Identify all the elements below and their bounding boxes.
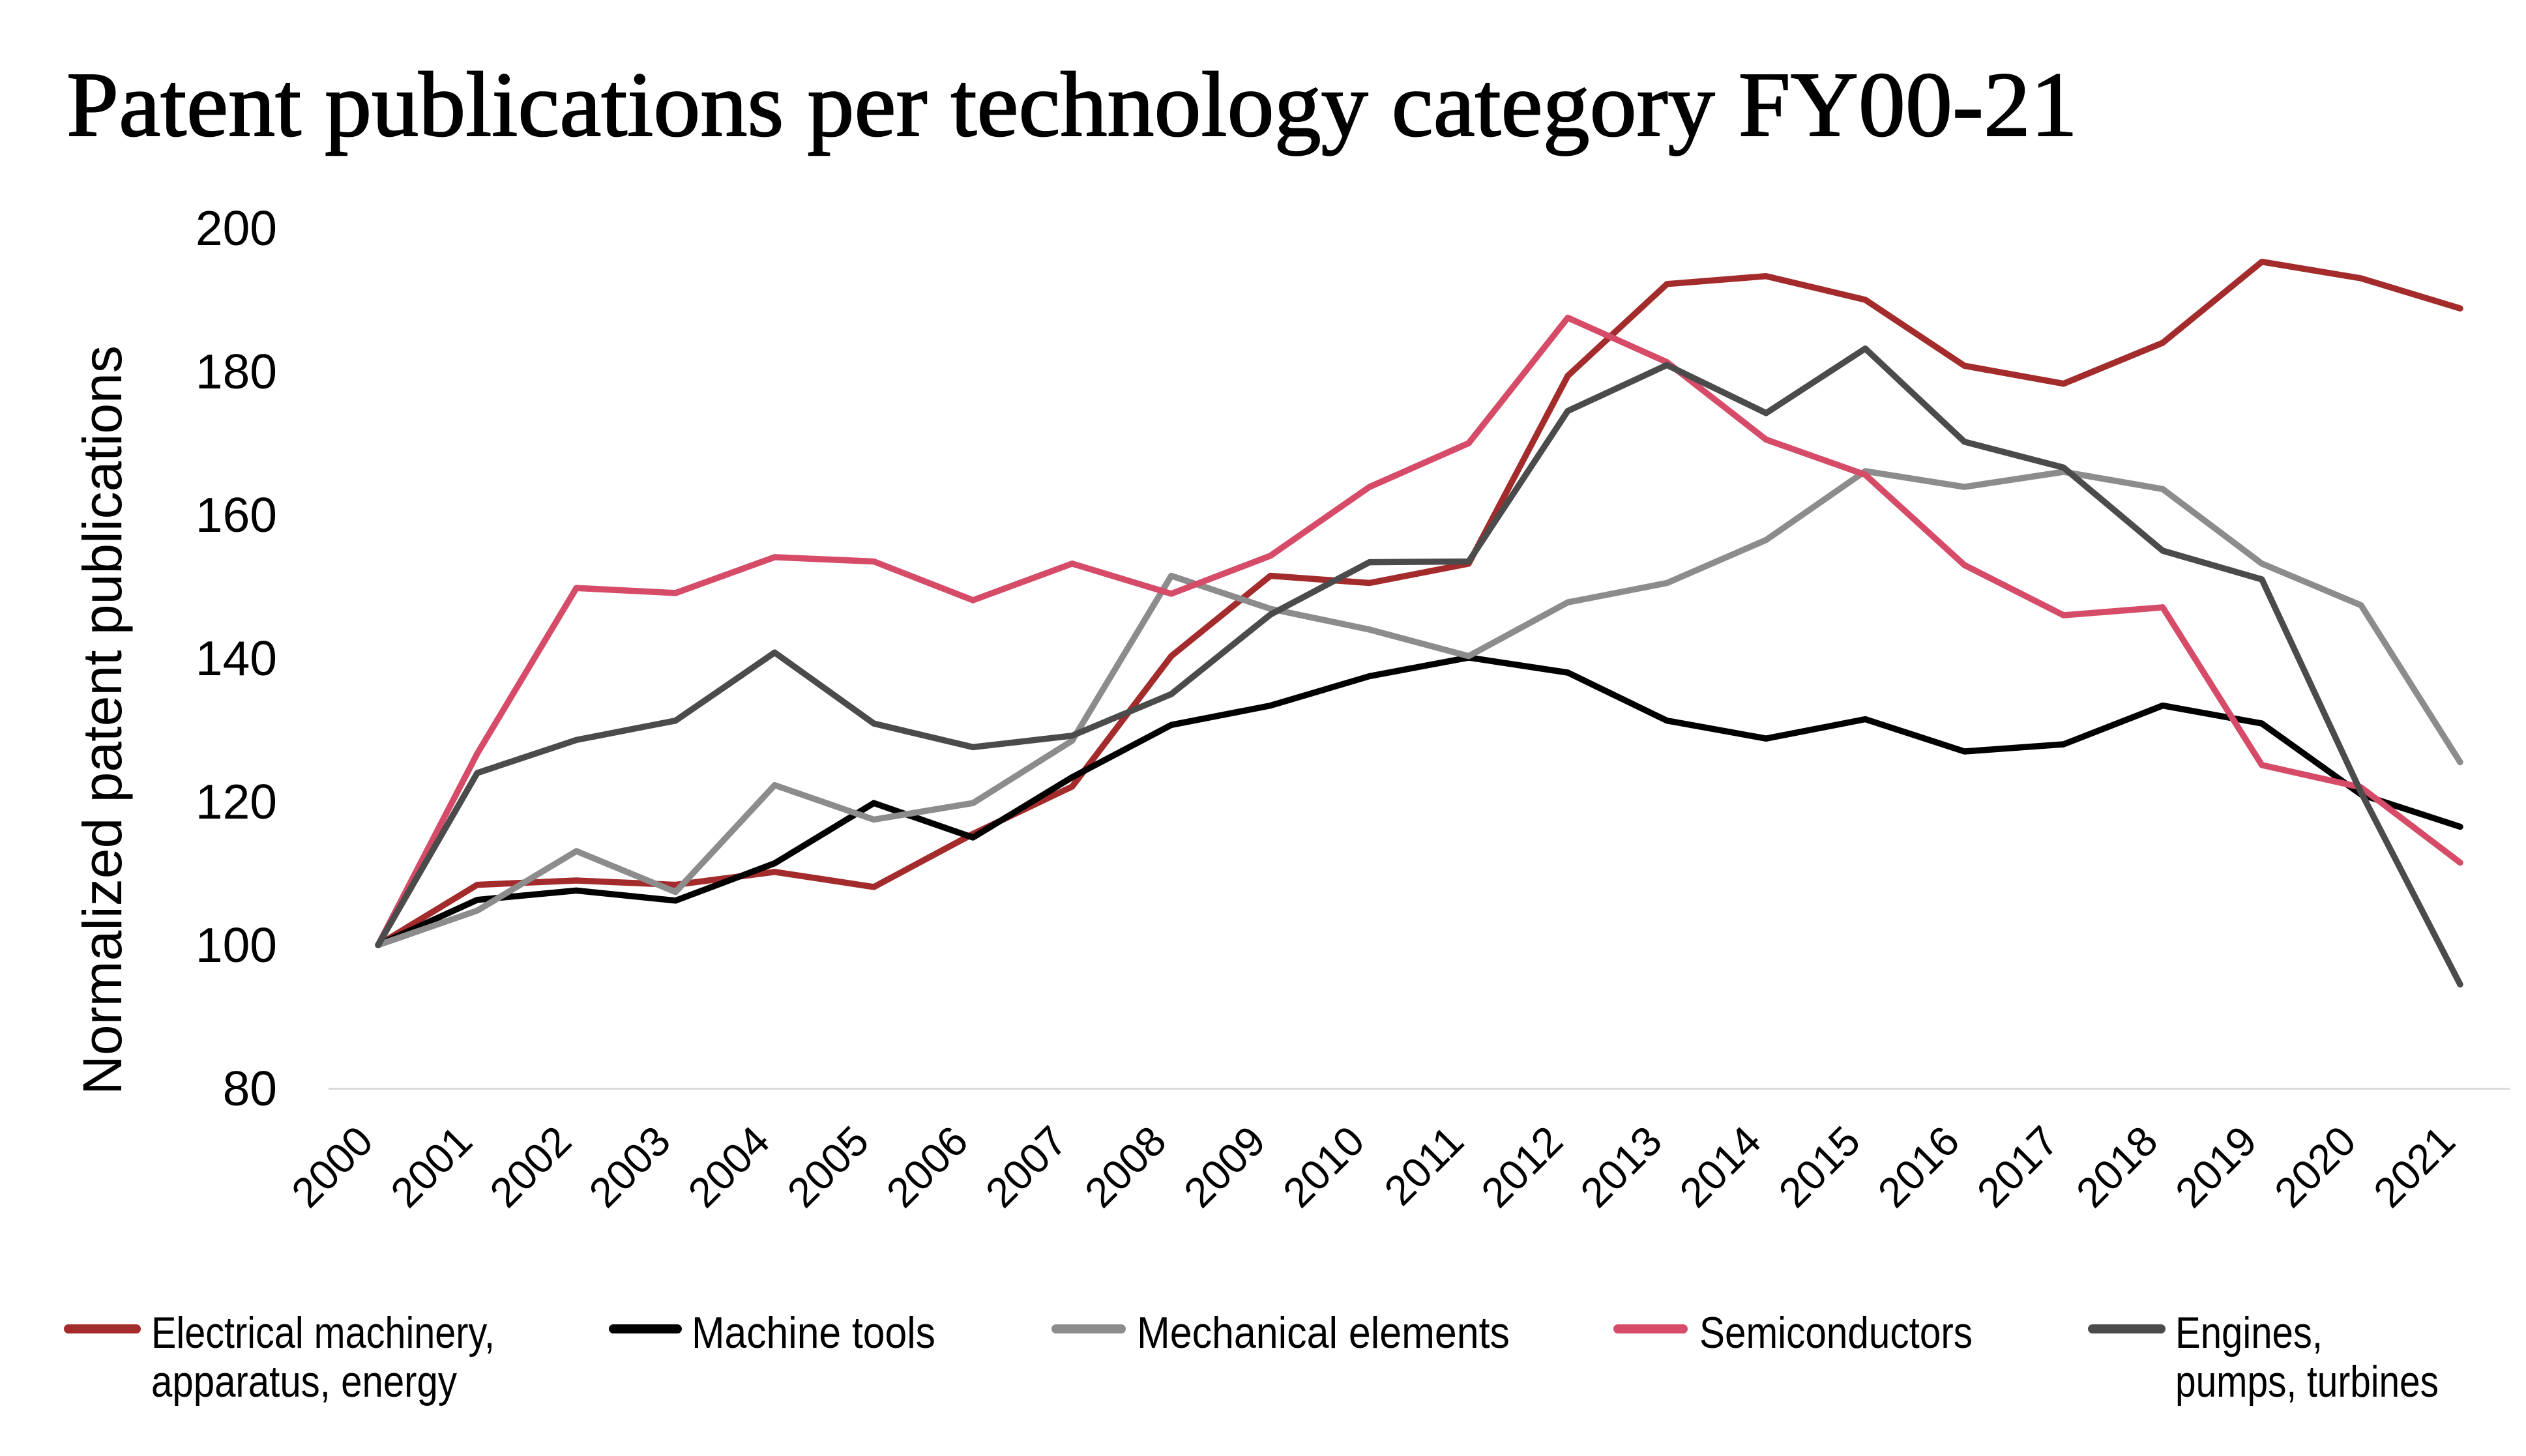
svg-text:180: 180: [196, 344, 277, 399]
svg-text:Mechanical elements: Mechanical elements: [1137, 1308, 1510, 1358]
svg-text:apparatus, energy: apparatus, energy: [151, 1357, 457, 1406]
svg-text:Semiconductors: Semiconductors: [1699, 1308, 1973, 1358]
svg-text:Engines,: Engines,: [2175, 1308, 2323, 1358]
svg-text:160: 160: [196, 488, 277, 542]
svg-text:100: 100: [196, 918, 277, 972]
svg-text:Normalized patent publications: Normalized patent publications: [72, 345, 133, 1095]
svg-text:120: 120: [196, 774, 277, 829]
svg-text:Patent publications per techno: Patent publications per technology categ…: [66, 53, 2078, 156]
svg-text:Machine tools: Machine tools: [692, 1308, 935, 1358]
svg-text:140: 140: [196, 631, 277, 686]
svg-text:Electrical machinery,: Electrical machinery,: [151, 1308, 495, 1358]
svg-text:80: 80: [223, 1061, 277, 1116]
svg-text:pumps, turbines: pumps, turbines: [2175, 1357, 2439, 1406]
svg-text:200: 200: [196, 201, 277, 255]
